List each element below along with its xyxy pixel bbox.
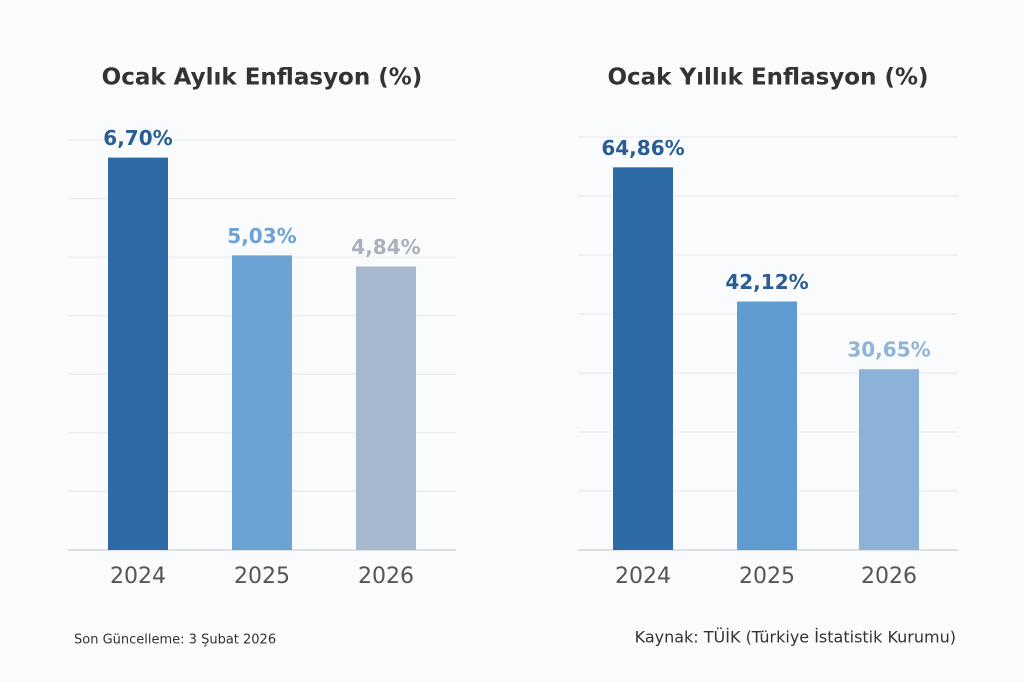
value-label: 30,65%	[847, 338, 930, 362]
footer-source: Kaynak: TÜİK (Türkiye İstatistik Kurumu)	[635, 628, 956, 647]
bar	[859, 369, 919, 550]
value-label: 42,12%	[725, 270, 808, 294]
x-tick-label: 2026	[358, 564, 414, 589]
bar	[108, 157, 168, 551]
chart-title: Ocak Yıllık Enflasyon (%)	[607, 65, 928, 91]
footer-updated: Son Güncelleme: 3 Şubat 2026	[74, 633, 276, 648]
bar	[356, 266, 416, 550]
bar	[613, 167, 673, 551]
chart-title: Ocak Aylık Enflasyon (%)	[102, 65, 423, 91]
value-label: 4,84%	[351, 235, 420, 259]
bar	[232, 255, 292, 550]
x-tick-label: 2025	[739, 564, 795, 589]
x-tick-label: 2024	[615, 564, 671, 589]
value-label: 64,86%	[601, 136, 684, 160]
x-tick-label: 2026	[861, 564, 917, 589]
value-label: 6,70%	[103, 126, 172, 150]
x-tick-label: 2025	[234, 564, 290, 589]
bar	[737, 301, 797, 550]
x-tick-label: 2024	[110, 564, 166, 589]
value-label: 5,03%	[227, 224, 296, 248]
